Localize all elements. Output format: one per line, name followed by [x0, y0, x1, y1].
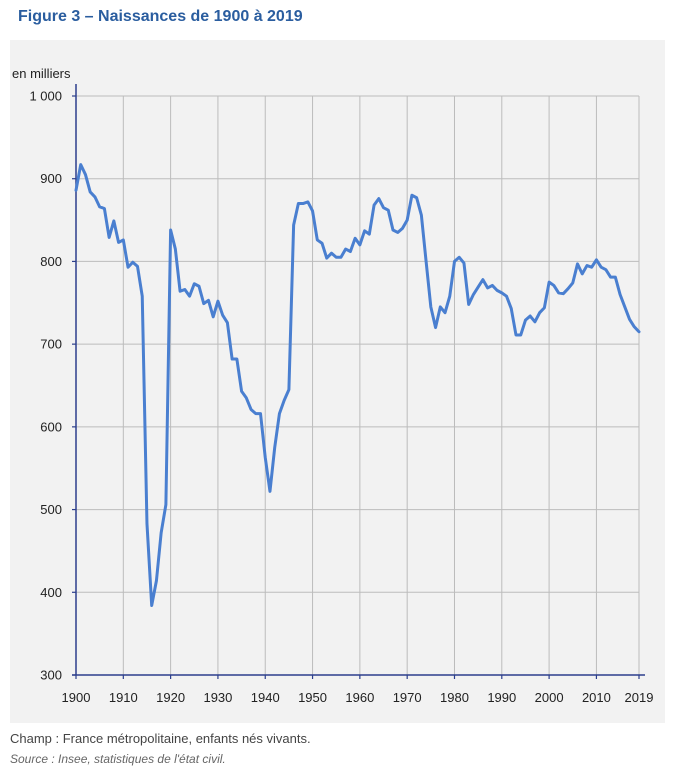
figure-title: Figure 3 – Naissances de 1900 à 2019 — [18, 8, 303, 25]
x-tick-label: 1940 — [251, 690, 280, 705]
x-tick-label: 1920 — [156, 690, 185, 705]
chart-panel — [10, 40, 665, 723]
x-tick-label: 1960 — [345, 690, 374, 705]
y-tick-label: 800 — [40, 254, 62, 269]
grid-lines — [76, 95, 640, 675]
y-tick-label: 600 — [40, 419, 62, 434]
x-tick-label: 1910 — [109, 690, 138, 705]
scope-note: Champ : France métropolitaine, enfants n… — [10, 731, 311, 746]
y-tick-label: 700 — [40, 337, 62, 352]
x-tick-labels: 1900 1910 1920 1930 1940 1950 1960 1970 1980 1990… — [62, 690, 654, 705]
x-tick-label: 2000 — [535, 690, 564, 705]
y-tick-labels: 300 400 500 600 700 800 900 1 000 — [29, 89, 62, 683]
x-tick-label: 1950 — [298, 690, 327, 705]
x-tick-label: 1980 — [440, 690, 469, 705]
x-tick-label: 2010 — [582, 690, 611, 705]
x-tick-label: 1900 — [62, 690, 91, 705]
x-tick-label: 2019 — [625, 690, 654, 705]
y-tick-label: 300 — [40, 668, 62, 683]
x-tick-label: 1970 — [393, 690, 422, 705]
y-tick-label: 900 — [40, 171, 62, 186]
y-tick-label: 1 000 — [29, 89, 62, 104]
births-series-line — [74, 163, 641, 608]
y-axis-unit-label: en milliers — [12, 66, 71, 81]
axes — [72, 84, 645, 679]
y-tick-label: 400 — [40, 585, 62, 600]
y-tick-label: 500 — [40, 502, 62, 517]
source-note: Source : Insee, statistiques de l'état c… — [10, 752, 226, 766]
x-tick-label: 1930 — [203, 690, 232, 705]
x-tick-label: 1990 — [487, 690, 516, 705]
